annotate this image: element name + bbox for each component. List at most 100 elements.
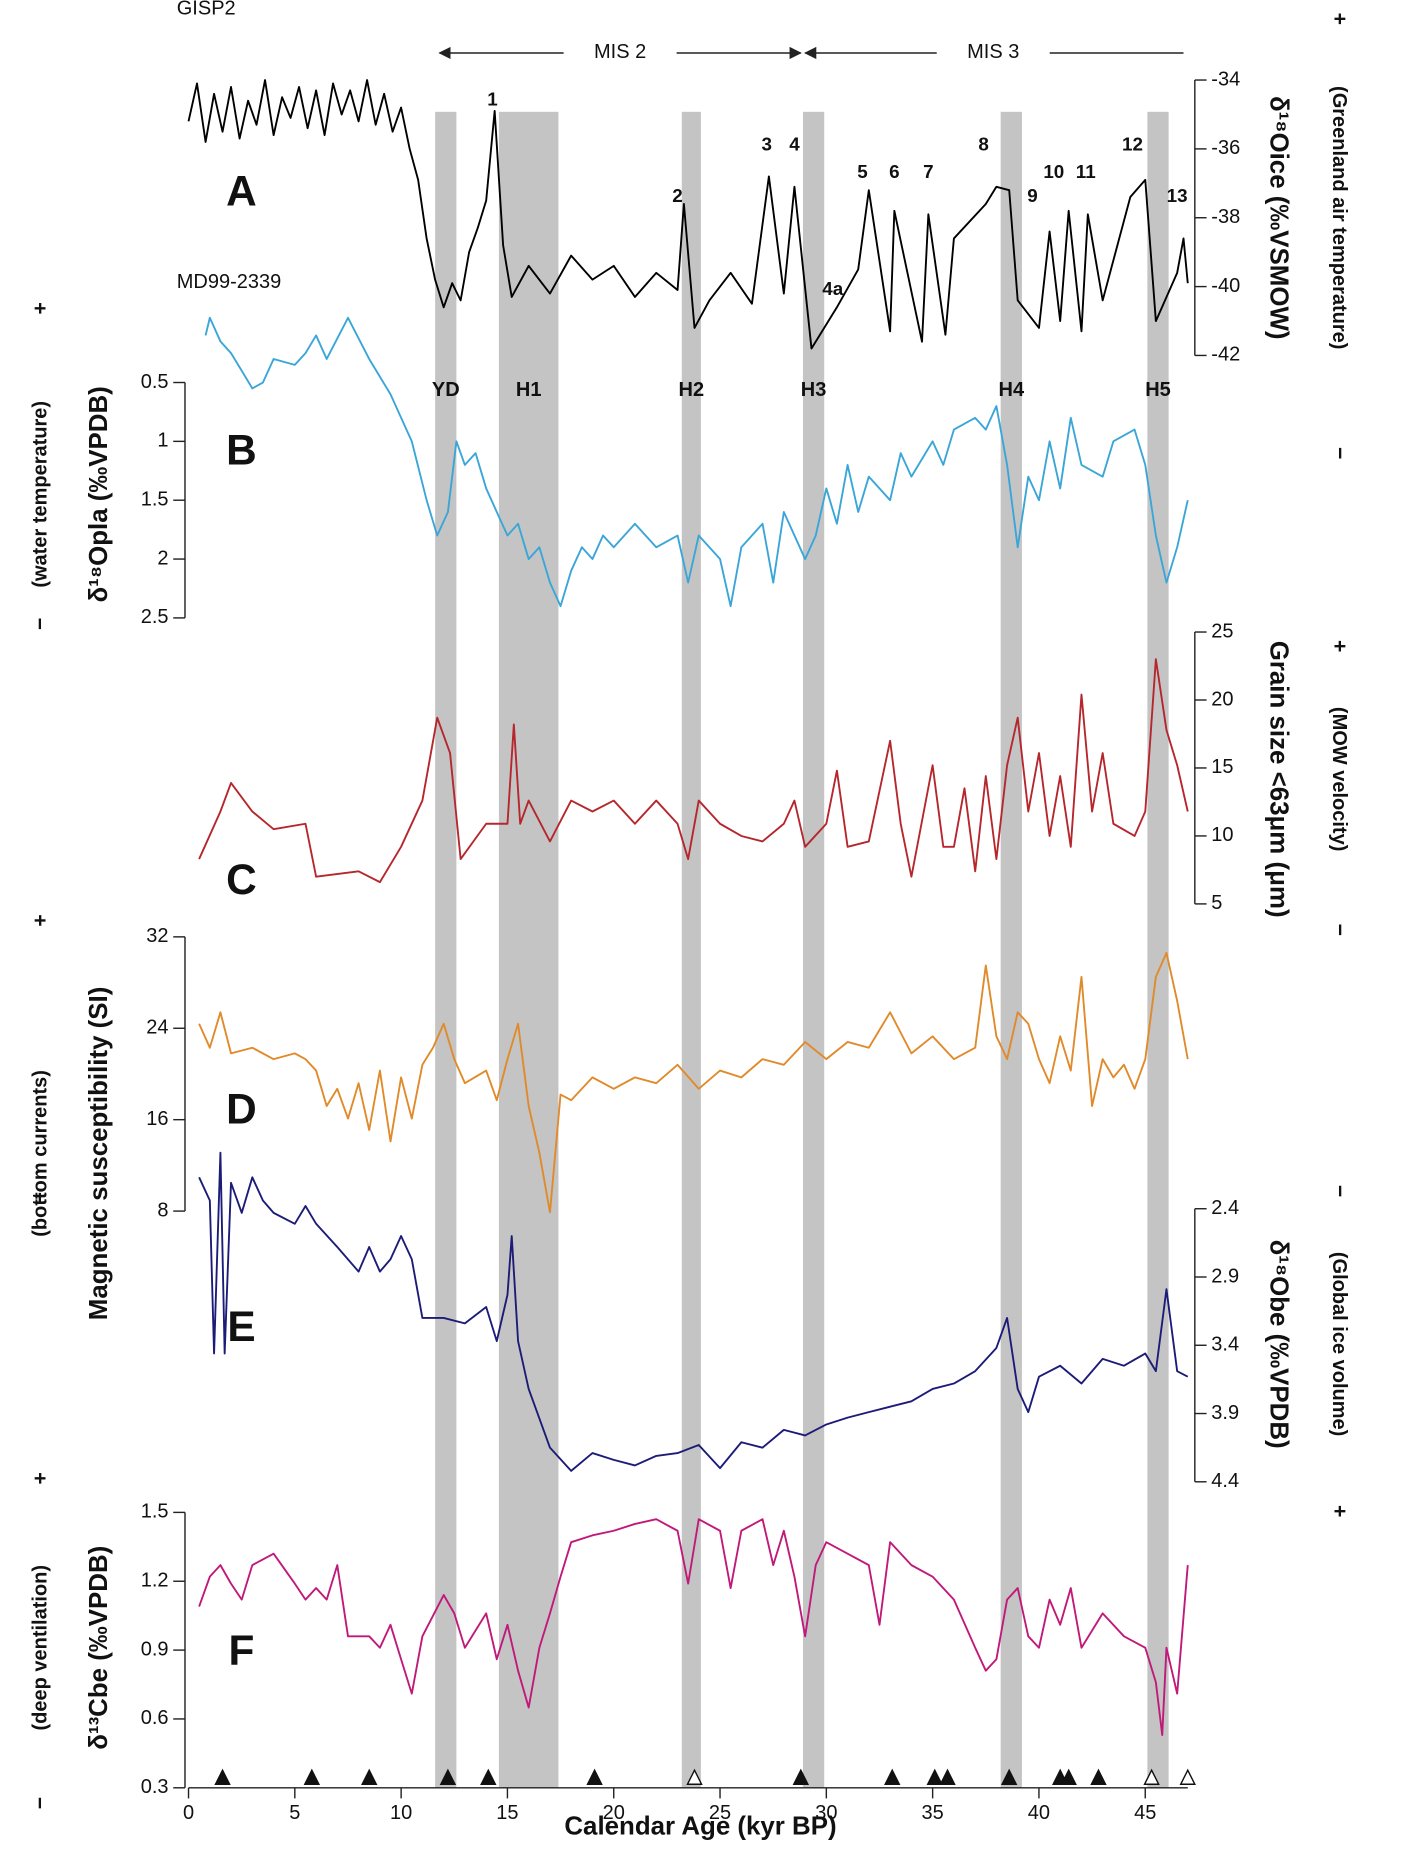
y-tick-label: 4.4 (1211, 1470, 1239, 1492)
proxy-label: (Global ice volume) (1328, 1252, 1350, 1436)
y-axis-title: δ¹⁸Opla (‰VPDB) (85, 386, 113, 602)
y-tick-label: -42 (1211, 344, 1240, 366)
peak-label: 7 (923, 161, 933, 182)
event-band (1147, 111, 1169, 1788)
period-label: MIS 2 (594, 41, 646, 63)
y-axis-title: Magnetic susceptibility (SI) (85, 987, 113, 1321)
y-tick-label: -38 (1211, 206, 1240, 228)
age-control (303, 1768, 321, 1785)
period-label: MIS 3 (967, 41, 1019, 63)
x-tick-label: 35 (922, 1802, 944, 1824)
y-tick-label: 1 (157, 430, 168, 452)
event-band (1000, 111, 1022, 1788)
proxy-label: (water temperature) (30, 401, 52, 588)
x-tick-label: 30 (815, 1802, 837, 1824)
y-tick-label: 32 (146, 925, 168, 947)
event-band (681, 111, 701, 1788)
peak-label: 13 (1167, 185, 1188, 206)
peak-label: 4 (789, 133, 800, 154)
sign-top: + (29, 302, 52, 314)
series-line (198, 1151, 1189, 1472)
peak-label: 3 (762, 133, 772, 154)
y-tick-label: 0.6 (141, 1707, 169, 1729)
y-axis-title: Grain size <63μm (μm) (1264, 641, 1292, 918)
y-tick-label: 0.9 (141, 1638, 169, 1660)
panel-letter: B (226, 426, 257, 473)
sign-bottom: − (29, 1797, 52, 1809)
event-label: YD (432, 379, 460, 401)
y-tick-label: -40 (1211, 275, 1240, 297)
peak-label: 10 (1043, 161, 1064, 182)
age-control (1090, 1768, 1107, 1785)
age-control (884, 1768, 901, 1785)
y-tick-label: 15 (1211, 756, 1233, 778)
y-tick-label: 16 (146, 1108, 168, 1130)
age-control (1060, 1768, 1077, 1785)
panel-letter: A (226, 167, 257, 214)
sign-top: + (1328, 13, 1351, 25)
record-name: MD99-2339 (177, 271, 282, 293)
y-axis-title: δ¹³Cbe (‰VPDB) (85, 1546, 113, 1750)
age-control (586, 1768, 603, 1785)
peak-label: 1 (487, 89, 497, 110)
bands (435, 111, 1169, 1788)
event-label: H2 (679, 379, 705, 401)
x-axis-title: Calendar Age (kyr BP) (564, 1813, 836, 1841)
peak-label: 5 (857, 161, 867, 182)
sign-bottom: − (1328, 924, 1351, 936)
x-tick-label: 5 (289, 1802, 300, 1824)
y-tick-label: -34 (1211, 68, 1240, 90)
x-tick-label: 25 (709, 1802, 731, 1824)
series-line (187, 79, 1189, 350)
age-control (480, 1768, 497, 1785)
age-control (1000, 1768, 1018, 1785)
panel-letter: E (227, 1303, 255, 1350)
sign-bottom: − (29, 618, 52, 630)
event-band (498, 111, 559, 1788)
age-control (214, 1768, 231, 1785)
y-tick-label: 20 (1211, 688, 1233, 710)
y-tick-label: 3.9 (1211, 1402, 1239, 1424)
y-tick-label: 1.2 (141, 1570, 169, 1592)
panel-letter: C (226, 856, 257, 903)
series-line (204, 316, 1189, 608)
y-tick-label: -36 (1211, 137, 1240, 159)
record-name: GISP2 (177, 0, 236, 20)
y-tick-label: 8 (157, 1199, 168, 1221)
event-band (435, 111, 457, 1788)
proxy-label: (deep ventilation) (30, 1565, 52, 1731)
peak-label: 6 (889, 161, 899, 182)
y-tick-label: 0.3 (141, 1776, 169, 1798)
sign-top: + (1328, 640, 1351, 652)
event-band (802, 111, 825, 1788)
sign-bottom: − (29, 1192, 52, 1204)
age-control (686, 1768, 703, 1785)
peak-label: 8 (978, 133, 988, 154)
proxy-label: (MOW velocity) (1328, 707, 1350, 851)
sign-top: + (29, 914, 52, 926)
y-tick-label: 10 (1211, 824, 1233, 846)
y-tick-label: 24 (146, 1017, 168, 1039)
x-tick-label: 10 (390, 1802, 412, 1824)
y-tick-label: 2.5 (141, 606, 169, 628)
peak-label: 9 (1027, 185, 1037, 206)
peak-label: 4a (822, 278, 843, 299)
y-tick-label: 1.5 (141, 488, 169, 510)
y-tick-label: 2.9 (1211, 1265, 1239, 1287)
series-line (198, 1518, 1189, 1737)
proxy-label: (bottom currents) (30, 1070, 52, 1237)
age-control (939, 1768, 956, 1785)
event-label: H4 (999, 379, 1025, 401)
peak-label: 12 (1122, 133, 1143, 154)
event-label: H3 (801, 379, 827, 401)
x-tick-label: 15 (496, 1802, 518, 1824)
x-tick-label: 45 (1134, 1802, 1156, 1824)
y-tick-label: 5 (1211, 892, 1222, 914)
y-axis-title: δ¹⁸Oice (‰VSMOW) (1264, 96, 1292, 340)
sign-bottom: − (1328, 447, 1351, 459)
age-control (1179, 1768, 1196, 1785)
peak-label: 2 (672, 185, 682, 206)
panel-letter: F (229, 1627, 255, 1674)
